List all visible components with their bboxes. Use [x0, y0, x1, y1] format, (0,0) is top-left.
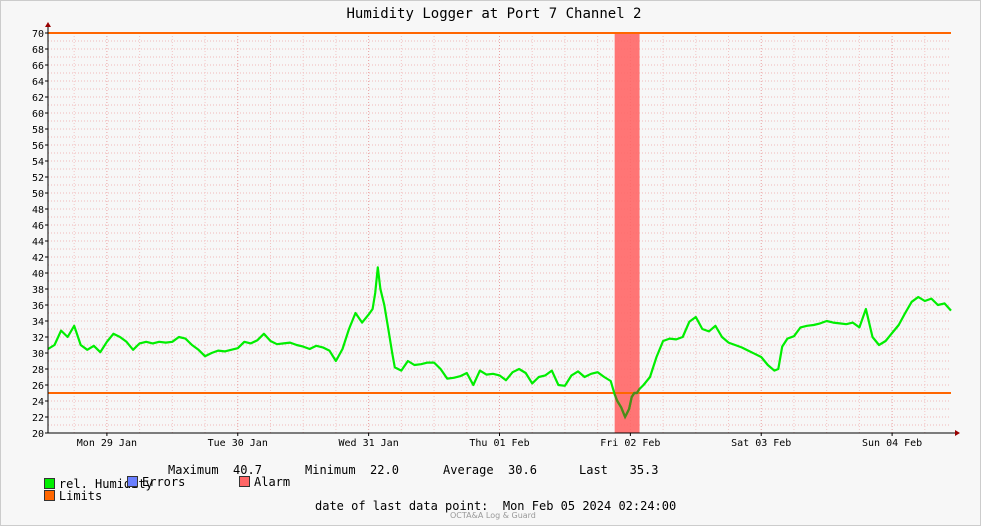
y-tick-label: 58 [32, 125, 44, 136]
y-tick-label: 20 [32, 429, 44, 440]
legend-row-2: Limits [15, 475, 102, 517]
last-point-label: date of last data point: [315, 499, 489, 513]
legend-entry-limits: Limits [43, 489, 103, 503]
stat-max-label: Maximum [168, 463, 219, 477]
y-axis-arrow [45, 22, 51, 27]
x-axis-arrow [955, 430, 960, 436]
chart-title: Humidity Logger at Port 7 Channel 2 [346, 6, 641, 22]
legend-label-errors: Errors [142, 475, 186, 489]
stat-min-label: Minimum [305, 463, 356, 477]
y-tick-label: 34 [32, 317, 44, 328]
x-tick-label: Mon 29 Jan [77, 438, 137, 449]
x-tick-label: Wed 31 Jan [339, 438, 399, 449]
stat-avg-value: 30.6 [508, 463, 537, 477]
stat-last-value: 35.3 [629, 463, 659, 477]
y-tick-label: 62 [32, 93, 44, 104]
y-tick-label: 44 [32, 237, 44, 248]
axes-layer [45, 22, 960, 436]
legend-row-1: rel. Humidity [15, 463, 153, 505]
y-tick-label: 42 [32, 253, 44, 264]
y-tick-labels: 20 22 24 26 28 30 32 34 36 38 40 42 44 46 48 50 52 54 56 58… [32, 29, 48, 440]
x-tick-labels: Mon 29 Jan Tue 30 Jan Wed 31 Jan Thu 01 Feb… [77, 433, 922, 449]
y-tick-label: 68 [32, 45, 44, 56]
alarm-layer [614, 33, 640, 433]
last-point-value: Mon Feb 05 2024 02:24:00 [502, 499, 677, 513]
y-tick-label: 32 [32, 333, 44, 344]
y-tick-label: 50 [32, 189, 44, 200]
grid-layer [48, 33, 951, 433]
y-tick-label: 22 [32, 413, 44, 424]
stat-last: Last 35.3 [579, 463, 659, 477]
limits-layer [48, 32, 951, 394]
x-tick-label: Sat 03 Feb [731, 438, 791, 449]
series-line-humidity [47, 266, 952, 419]
legend-entry-alarm: Alarm [239, 475, 290, 489]
y-tick-label: 64 [32, 77, 44, 88]
y-tick-label: 24 [32, 397, 44, 408]
watermark: OCTA&A Log & Guard [450, 511, 536, 520]
y-tick-label: 52 [32, 173, 44, 184]
x-tick-label: Sun 04 Feb [862, 438, 922, 449]
stat-avg: Average 30.6 [443, 463, 537, 477]
y-tick-label: 70 [32, 29, 44, 40]
y-tick-label: 28 [32, 365, 44, 376]
y-tick-label: 38 [32, 285, 44, 296]
y-tick-label: 66 [32, 61, 44, 72]
legend-label-alarm: Alarm [254, 475, 291, 489]
last-data-point: date of last data point: Mon Feb 05 2024… [315, 499, 676, 513]
x-tick-label: Thu 01 Feb [469, 438, 529, 449]
y-tick-label: 30 [32, 349, 44, 360]
stat-min: Minimum 22.0 [305, 463, 399, 477]
y-tick-label: 56 [32, 141, 44, 152]
legend-swatch-limits [43, 490, 55, 501]
legend-label-limits: Limits [58, 489, 103, 503]
x-tick-label: Fri 02 Feb [600, 438, 660, 449]
series-layer [47, 266, 952, 420]
legend-entry-humidity: rel. Humidity [43, 477, 153, 491]
y-tick-label: 60 [32, 109, 44, 120]
x-tick-label: Tue 30 Jan [208, 438, 268, 449]
legend-swatch-humidity [43, 478, 55, 489]
stat-last-label: Last [579, 463, 608, 477]
legend-swatch-errors [127, 476, 138, 487]
y-tick-label: 48 [32, 205, 44, 216]
y-tick-label: 40 [32, 269, 44, 280]
legend-entry-errors: Errors [127, 475, 185, 489]
stat-min-value: 22.0 [370, 463, 399, 477]
stat-max-value: 40.7 [233, 463, 262, 477]
alarm-span [614, 33, 640, 433]
y-tick-label: 54 [32, 157, 44, 168]
legend-swatch-alarm [239, 476, 250, 487]
y-tick-label: 46 [32, 221, 44, 232]
y-tick-label: 36 [32, 301, 44, 312]
legend-label-humidity: rel. Humidity [58, 477, 153, 491]
y-tick-label: 26 [32, 381, 44, 392]
stat-avg-label: Average [443, 463, 494, 477]
stat-max: Maximum 40.7 [168, 463, 262, 477]
